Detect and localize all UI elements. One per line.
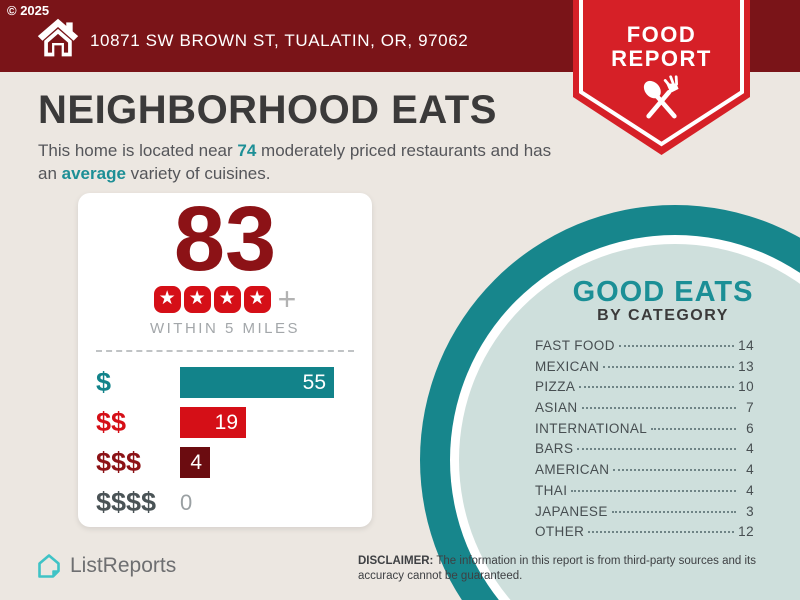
home-icon [36, 15, 80, 61]
disclaimer-label: DISCLAIMER: [358, 555, 434, 567]
price-tier-value: 4 [190, 450, 202, 474]
category-count: 3 [746, 503, 754, 519]
price-tier-value: 55 [302, 370, 326, 394]
category-count: 6 [746, 420, 754, 436]
spoon-fork-icon [643, 75, 679, 119]
property-address: 10871 SW BROWN ST, TUALATIN, OR, 97062 [90, 31, 469, 50]
star-tile-icon: ★ [183, 286, 211, 313]
dot-leader [579, 386, 735, 389]
dot-leader [603, 365, 735, 368]
page-title: NEIGHBORHOOD EATS [38, 88, 497, 132]
category-row: MEXICAN 13 [535, 359, 754, 380]
category-count: 4 [746, 482, 754, 498]
category-row: THAI 4 [535, 483, 754, 504]
price-tier-bar-chart: $55 $$ 19 $$$ 4 $$$$ 0 [78, 367, 372, 518]
dot-leader [613, 469, 736, 472]
listreports-brand-name: ListReports [70, 554, 177, 577]
listreports-logo-icon [38, 554, 60, 578]
plus-icon: + [277, 281, 297, 317]
price-tier-value: 0 [180, 489, 193, 515]
category-row: INTERNATIONAL 6 [535, 421, 754, 442]
star-tile-icon: ★ [213, 286, 241, 313]
food-report-badge: FOOD REPORT [573, 0, 750, 160]
category-name: FAST FOOD [535, 338, 615, 353]
variety-highlight: average [61, 164, 126, 184]
price-tier-label: $$$ [96, 447, 142, 477]
star-rating: ★ ★ ★ ★ + [78, 281, 372, 317]
restaurant-count: 74 [237, 141, 257, 160]
star-tile-icon: ★ [243, 286, 271, 313]
disclaimer-text: DISCLAIMER: The information in this repo… [358, 555, 756, 582]
price-tier-label: $ [96, 367, 112, 397]
category-count: 13 [738, 358, 754, 374]
category-count: 4 [746, 462, 754, 478]
category-row: JAPANESE 3 [535, 504, 754, 525]
badge-title-line1: FOOD [626, 22, 697, 47]
good-eats-title: GOOD EATS [572, 276, 754, 308]
category-row: PIZZA 10 [535, 379, 754, 400]
star-tile-icon: ★ [153, 286, 181, 313]
dot-leader [571, 489, 736, 492]
category-name: JAPANESE [535, 503, 608, 519]
category-row: OTHER 12 [535, 524, 754, 545]
price-tier-row: $$$ 4 [78, 447, 372, 478]
category-count: 12 [738, 524, 754, 540]
price-tier-label: $$ [96, 407, 127, 437]
price-tier-row: $$ 19 [78, 407, 372, 438]
summary-pre: This home is located near [38, 141, 238, 160]
price-tier-row: $$$$ 0 [78, 487, 372, 518]
dot-leader [618, 345, 735, 347]
dot-leader [651, 427, 736, 430]
listreports-brand: ListReports [36, 552, 176, 580]
category-row: AMERICAN 4 [535, 462, 754, 483]
category-name: MEXICAN [535, 358, 600, 374]
price-tier-value: 19 [214, 410, 238, 434]
category-name: ASIAN [535, 400, 578, 416]
category-name: OTHER [535, 524, 585, 540]
category-name: AMERICAN [535, 462, 610, 478]
category-list: FAST FOOD 14 MEXICAN 13 PIZZA 10 ASIAN 7 INTERNA… [535, 338, 754, 545]
summary-post: variety of cuisines. [125, 164, 271, 184]
score-card: 83 ★ ★ ★ ★ + WITHIN 5 MILES $55 $$ 19 $$$ 4 $$$$ 0 [78, 193, 372, 527]
category-count: 4 [746, 441, 754, 457]
price-tier-label: $$$$ [96, 487, 157, 517]
dot-leader [588, 531, 735, 534]
copyright-text: © 2025 [7, 3, 50, 18]
dashed-divider [96, 350, 354, 352]
price-tier-row: $55 [78, 367, 372, 398]
price-tier-bar: 55 [180, 367, 334, 398]
good-eats-subtitle: BY CATEGORY [597, 307, 729, 324]
dot-leader [611, 510, 736, 513]
category-row: BARS 4 [535, 441, 754, 462]
price-tier-bar: 19 [180, 407, 246, 438]
dot-leader [577, 448, 736, 451]
category-name: BARS [535, 441, 574, 457]
summary-text: This home is located near 74 moderately … [38, 139, 568, 186]
category-count: 14 [738, 338, 754, 353]
category-row: ASIAN 7 [535, 400, 754, 421]
category-count: 10 [738, 379, 754, 395]
restaurant-score: 83 [173, 188, 277, 290]
category-name: INTERNATIONAL [535, 420, 648, 436]
price-tier-bar: 4 [180, 447, 210, 478]
score-caption: WITHIN 5 MILES [149, 320, 300, 337]
category-count: 7 [746, 400, 754, 416]
summary-mid: moderately priced restaurants and has an [38, 141, 552, 184]
badge-title-line2: REPORT [611, 46, 712, 71]
category-name: PIZZA [535, 379, 576, 395]
dot-leader [581, 407, 736, 410]
category-name: THAI [535, 482, 568, 498]
category-row: FAST FOOD 14 [535, 338, 754, 359]
